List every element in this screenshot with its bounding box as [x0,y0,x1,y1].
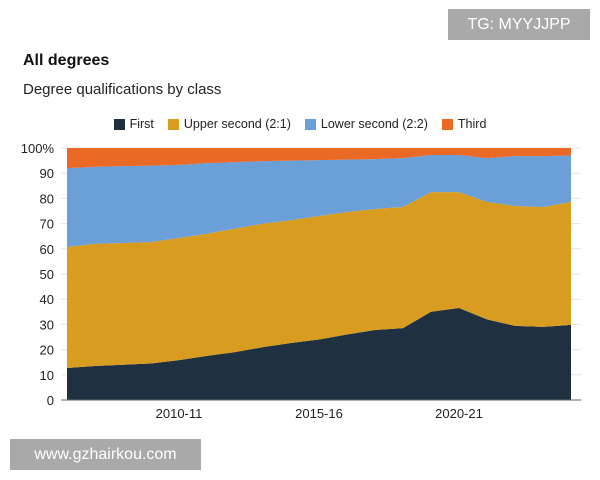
y-tick-label: 100% [21,141,55,156]
y-tick-label: 30 [40,317,54,332]
legend-label: First [129,117,154,131]
area-first [67,308,571,400]
legend-label: Lower second (2:2) [320,117,428,131]
x-tick-label: 2015-16 [295,406,343,421]
legend-item-lower-second: Lower second (2:2) [304,117,428,131]
area-lower-second-2-2 [67,155,571,248]
legend-item-upper-second: Upper second (2:1) [167,117,291,131]
legend: First Upper second (2:1) Lower second (2… [0,117,600,131]
area-third [67,148,571,169]
x-tick-label: 2020-21 [435,406,483,421]
y-tick-label: 40 [40,292,54,307]
y-tick-label: 90 [40,166,54,181]
area-upper-second-2-1 [67,192,571,368]
legend-swatch [441,118,453,130]
y-tick-label: 60 [40,242,54,257]
legend-label: Third [457,117,487,131]
y-tick-label: 50 [40,267,54,282]
chart-subtitle: Degree qualifications by class [23,81,222,98]
y-tick-label: 10 [40,368,54,383]
y-tick-label: 0 [47,393,54,408]
legend-swatch [304,118,316,130]
legend-item-first: First [113,117,154,131]
y-tick-label: 80 [40,191,54,206]
y-tick-label: 20 [40,343,54,358]
legend-label: Upper second (2:1) [183,117,291,131]
y-tick-label: 70 [40,217,54,232]
x-tick-label: 2010-11 [156,406,203,421]
watermark-bottom: www.gzhairkou.com [10,439,201,470]
legend-swatch [113,118,125,130]
legend-swatch [167,118,179,130]
chart-title: All degrees [23,52,110,69]
watermark-top: TG: MYYJJPP [448,9,590,40]
legend-item-third: Third [441,117,487,131]
